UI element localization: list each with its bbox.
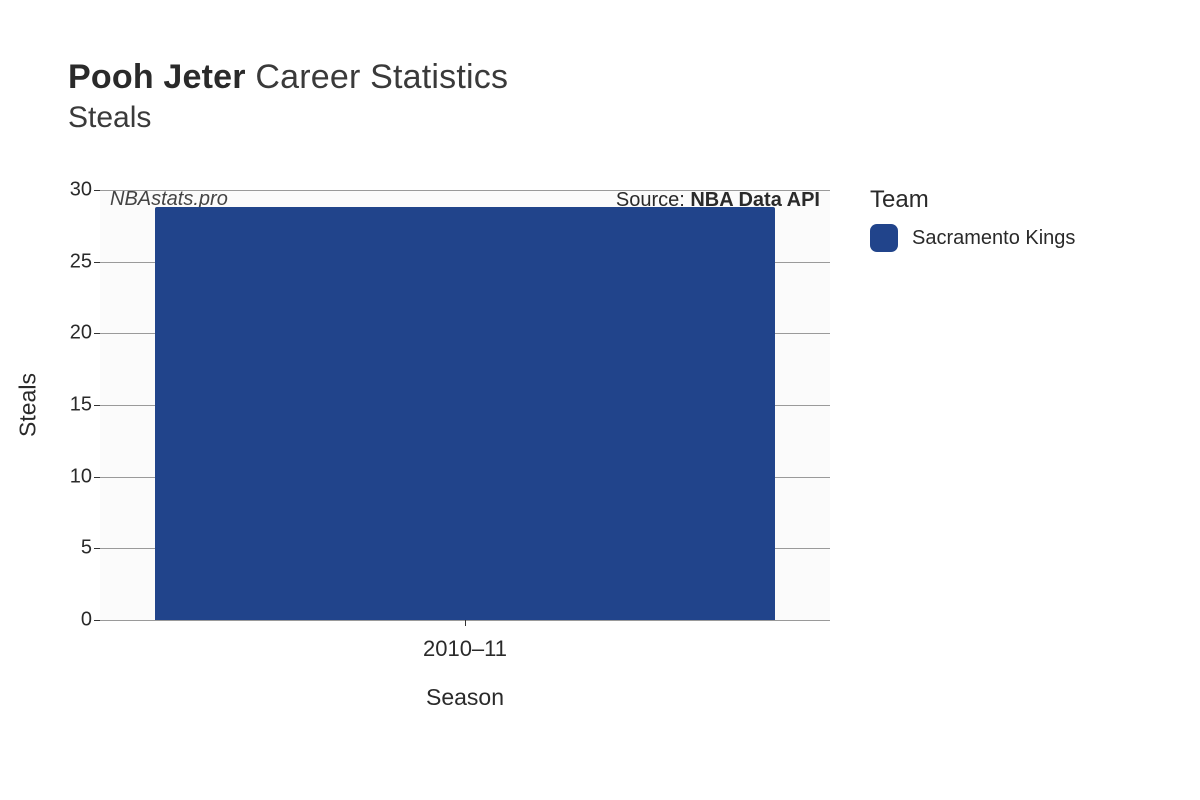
chart-title: Pooh Jeter Career Statistics xyxy=(68,58,508,97)
xtick-mark xyxy=(465,620,466,626)
ytick-mark xyxy=(94,620,100,621)
ytick-label: 5 xyxy=(42,537,92,560)
ytick-label: 25 xyxy=(42,250,92,273)
ytick-label: 30 xyxy=(42,179,92,202)
x-axis-label: Season xyxy=(426,684,504,711)
y-axis-label: Steals xyxy=(15,373,42,437)
plot-area: NBAstats.pro Source: NBA Data API 051015… xyxy=(100,190,830,620)
legend-item-label: Sacramento Kings xyxy=(912,227,1075,250)
legend: Team Sacramento Kings xyxy=(870,186,1075,252)
ytick-label: 10 xyxy=(42,465,92,488)
legend-item: Sacramento Kings xyxy=(870,224,1075,252)
chart-title-block: Pooh Jeter Career Statistics Steals xyxy=(68,58,508,135)
ytick-label: 15 xyxy=(42,394,92,417)
ytick-mark xyxy=(94,548,100,549)
ytick-mark xyxy=(94,477,100,478)
xtick-label: 2010–11 xyxy=(423,636,507,662)
ytick-mark xyxy=(94,405,100,406)
ytick-mark xyxy=(94,190,100,191)
ytick-mark xyxy=(94,262,100,263)
ytick-mark xyxy=(94,333,100,334)
chart-canvas: Pooh Jeter Career Statistics Steals Stea… xyxy=(0,0,1200,800)
chart-subtitle: Steals xyxy=(68,101,508,135)
title-suffix: Career Statistics xyxy=(246,58,508,96)
gridline xyxy=(100,190,830,191)
ytick-label: 0 xyxy=(42,609,92,632)
ytick-label: 20 xyxy=(42,322,92,345)
legend-title: Team xyxy=(870,186,1075,214)
player-name: Pooh Jeter xyxy=(68,58,246,96)
bar xyxy=(155,207,776,620)
legend-swatch xyxy=(870,224,898,252)
